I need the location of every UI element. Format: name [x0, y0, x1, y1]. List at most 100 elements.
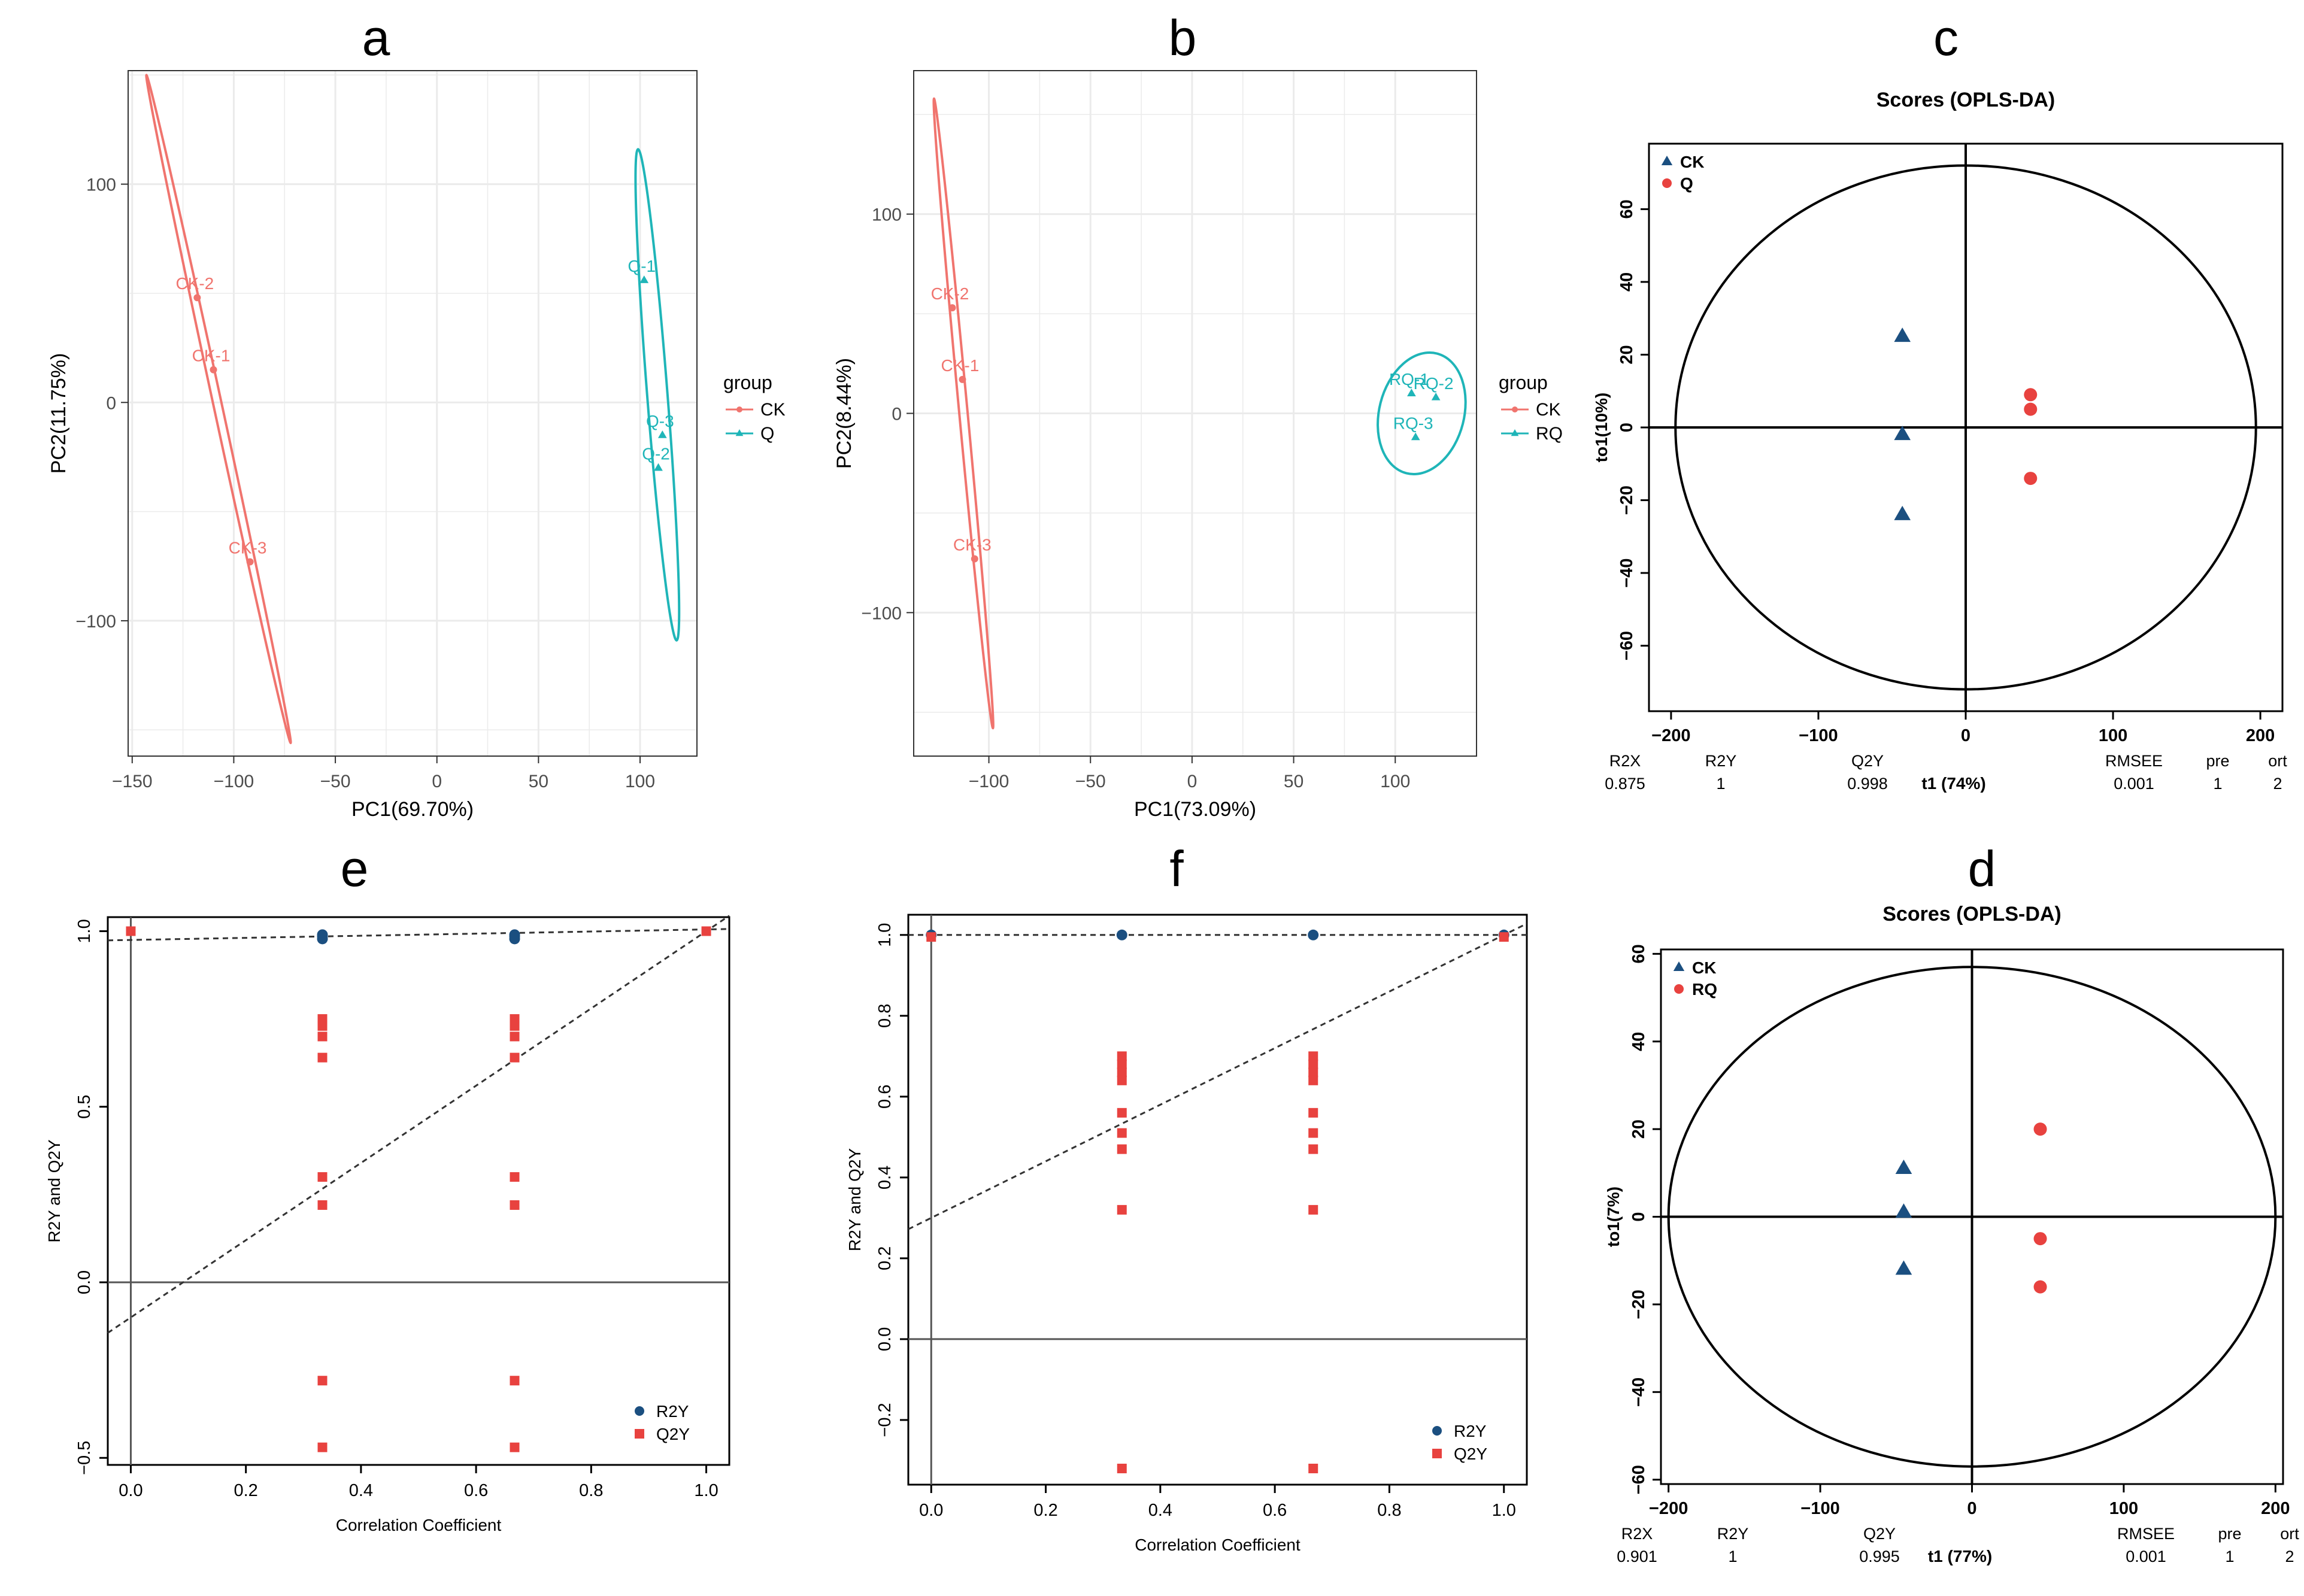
x-tick-label: 50 [529, 772, 548, 791]
data-point-circle [1116, 929, 1127, 940]
stats-header: ort [2280, 1525, 2299, 1543]
data-point-label: Q-1 [627, 257, 656, 275]
stats-value: 0.875 [1605, 775, 1645, 793]
data-point-label: Q-3 [646, 412, 674, 430]
stats-header: pre [2206, 752, 2229, 770]
y-tick-label: −40 [1629, 1377, 1648, 1407]
data-point-square [1117, 1463, 1127, 1473]
x-tick-label: −100 [969, 772, 1009, 791]
x-tick-label: 0.8 [1377, 1501, 1401, 1520]
y-tick-label: 0 [1629, 1212, 1648, 1221]
y-tick-label: −100 [75, 612, 116, 632]
data-point-square [1499, 932, 1509, 942]
y-tick-label: 1.0 [75, 919, 94, 943]
legend-entry: RQ [1692, 980, 1717, 999]
data-point-square [317, 1021, 328, 1031]
legend-key-triangle [1661, 156, 1673, 165]
stats-header: RMSEE [2105, 752, 2163, 770]
y-tick-label: −60 [1617, 631, 1636, 660]
x-tick-label: 0 [1187, 772, 1198, 791]
legend-entry: R2Y [656, 1402, 689, 1421]
y-tick-label: −40 [1617, 558, 1636, 587]
legend-entry: Q2Y [1454, 1445, 1487, 1463]
legend-key-circle [1512, 406, 1518, 412]
y-tick-label: 1.0 [875, 923, 895, 947]
stats-header: pre [2218, 1525, 2241, 1543]
legend-entry: CK [1692, 958, 1716, 977]
data-point-square [317, 1200, 328, 1210]
data-point-label: CK-2 [931, 284, 969, 303]
legend-entry: Q2Y [656, 1425, 690, 1443]
stats-value: 0.001 [2114, 775, 2154, 793]
x-tick-label: 100 [2109, 1499, 2138, 1518]
data-point-label: Q-2 [642, 445, 670, 463]
data-point-label: CK-1 [941, 356, 980, 375]
data-point-label: RQ-3 [1393, 414, 1433, 432]
data-point-circle [2024, 388, 2038, 402]
y-tick-label: 0.6 [875, 1085, 895, 1109]
confidence-ellipse [1377, 351, 1467, 476]
y-tick-label: −60 [1629, 1465, 1648, 1494]
x-tick-label: 0.0 [919, 1501, 943, 1520]
hotelling-ellipse [1674, 164, 2257, 691]
confidence-ellipse [145, 74, 292, 745]
data-point-square [317, 1031, 328, 1042]
data-point-square [510, 1376, 520, 1386]
y-tick-label: −20 [1617, 486, 1636, 515]
panel-f-frame [907, 914, 1528, 1486]
data-point-square [1117, 1067, 1127, 1078]
y-axis-label: to1(10%) [1592, 393, 1611, 463]
y-axis-label: PC2(8.44%) [833, 358, 856, 469]
data-point-square [317, 1052, 328, 1063]
legend-key-triangle [1673, 961, 1685, 971]
y-tick-label: 0.8 [875, 1004, 895, 1028]
legend-entry: CK [1680, 153, 1704, 171]
panel-b-legend: group CK RQ [1499, 372, 1563, 444]
data-point-square [1117, 1075, 1127, 1085]
y-tick-label: 0 [106, 393, 116, 413]
data-point-square [1308, 1144, 1318, 1154]
data-point-label: CK-3 [229, 538, 267, 557]
stats-value: 2 [2273, 775, 2282, 793]
x-tick-label: 0 [432, 772, 442, 791]
legend-entry: Q [760, 424, 774, 444]
stats-footer: R2X 0.901 R2Y 1 Q2Y 0.995 RMSEE 0.001 pre 1 ort 2 [1617, 1525, 2299, 1565]
y-tick-label: 0 [892, 405, 902, 424]
data-point-square [510, 1172, 520, 1182]
legend-key-circle [635, 1406, 644, 1416]
x-tick-label: 0.0 [119, 1481, 143, 1500]
x-tick-label: 0.6 [464, 1481, 488, 1500]
data-point-triangle [654, 463, 663, 471]
x-axis-label: Correlation Coefficient [1135, 1536, 1300, 1554]
panel-a-letter: a [362, 10, 390, 66]
data-point-square [1308, 1051, 1318, 1061]
y-tick-label: −0.2 [875, 1403, 895, 1437]
data-point-square [1308, 1108, 1318, 1118]
data-point-square [1117, 1204, 1127, 1215]
legend-key-circle [1662, 178, 1672, 188]
y-tick-label: −0.5 [75, 1441, 94, 1475]
data-point-square [317, 1376, 328, 1386]
data-point-square [1117, 1108, 1127, 1118]
series-Q: Q-1 Q-3 Q-2 [627, 148, 681, 642]
data-point-circle [2024, 472, 2038, 486]
x-tick-label: 0.6 [1263, 1501, 1287, 1520]
data-point-label: CK-2 [175, 274, 214, 293]
data-point-circle [2033, 1232, 2047, 1246]
panel-a-legend: group CK Q [723, 372, 786, 444]
y-tick-label: 100 [86, 175, 116, 195]
panel-b-grid [914, 71, 1477, 756]
chart-title: Scores (OPLS-DA) [1876, 89, 2056, 111]
data-point-circle [2033, 1122, 2047, 1136]
legend-title: group [1499, 372, 1548, 393]
data-point-triangle [1894, 327, 1911, 342]
x-axis-label: t1 (77%) [1928, 1547, 1992, 1565]
series-Q2Y [926, 932, 1509, 1473]
data-point-label: CK-1 [192, 347, 231, 365]
panel-f-letter: f [1169, 841, 1184, 897]
y-tick-label: 0.0 [75, 1270, 94, 1294]
legend-key-square [1432, 1449, 1442, 1458]
x-axis-label: PC1(69.70%) [351, 798, 474, 821]
stats-header: R2X [1621, 1525, 1653, 1543]
